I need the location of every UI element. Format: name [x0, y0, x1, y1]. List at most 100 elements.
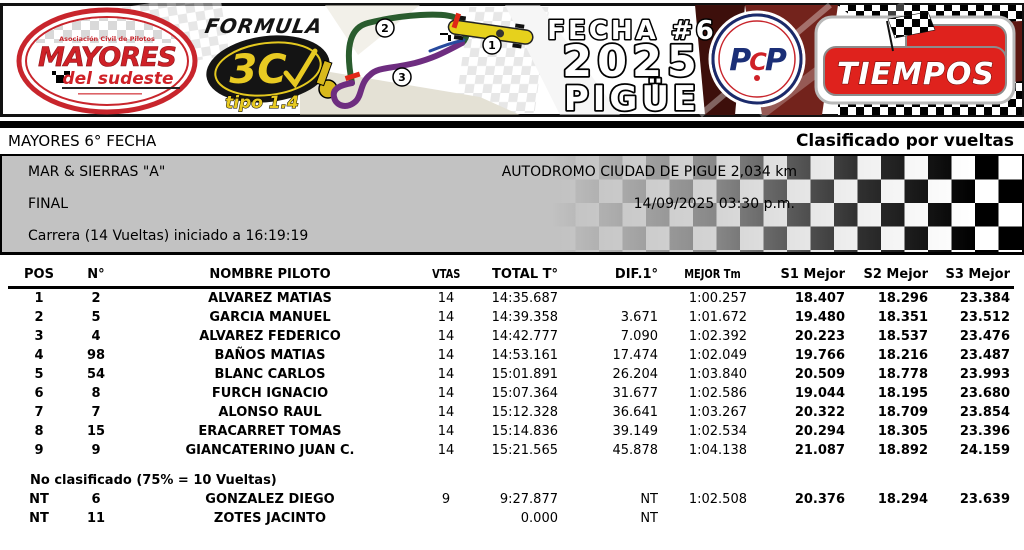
cell-total-time: 9:27.877 [499, 491, 558, 507]
cell-pos: NT [29, 510, 49, 526]
cell-gap: 45.878 [612, 442, 659, 458]
pcp-letter-c: C [749, 48, 767, 76]
cell-laps: 14 [437, 404, 455, 420]
cell-pos: 8 [34, 423, 44, 439]
sector-1-marker: 1 [488, 39, 496, 52]
table-row: 2 5 GARCIA MANUEL 14 14:39.358 3.671 1:01.672 1… [8, 308, 1014, 327]
cell-s1-best: 20.509 [794, 366, 845, 382]
cell-best-lap: 1:03.840 [688, 366, 747, 382]
cell-laps: 14 [437, 328, 455, 344]
cell-s3-best: 23.384 [959, 290, 1010, 306]
table-row: 1 2 ALVAREZ MATIAS 14 14:35.687 1:00.257 18.40… [8, 288, 1014, 309]
cell-laps: 14 [437, 442, 455, 458]
cell-gap [562, 288, 662, 309]
formula-title-text: FORMULA [203, 14, 325, 38]
cell-s1-best [751, 509, 849, 528]
cell-total-time: 14:53.161 [491, 347, 558, 363]
report-title-row: MAYORES 6° FECHA Clasificado por vueltas [0, 128, 1024, 154]
cell-laps: 9 [441, 491, 451, 507]
session-info-box: MAR & SIERRAS "A" AUTODROMO CIUDAD DE PI… [0, 154, 1024, 255]
cell-s2-best: 18.294 [877, 491, 928, 507]
cell-driver: ALONSO RAUL [218, 404, 322, 420]
table-row: 4 98 BAÑOS MATIAS 14 14:53.161 17.474 1:02.049… [8, 346, 1014, 365]
col-laps: VTAS [418, 264, 474, 289]
col-best-lap: MEJOR Tm [662, 264, 751, 289]
checkered-flag-icon [887, 11, 936, 39]
cell-driver: GIANCATERINO JUAN C. [185, 442, 355, 458]
cell-s3-best [932, 509, 1014, 528]
cell-s2-best: 18.709 [877, 404, 928, 420]
cell-best-lap: 1:02.508 [688, 491, 747, 507]
cell-best-lap: 1:00.257 [688, 290, 747, 306]
cell-pos: 9 [34, 442, 44, 458]
cell-s3-best: 23.487 [959, 347, 1010, 363]
cell-total-time: 15:14.836 [491, 423, 558, 439]
cell-total-time: 0.000 [520, 510, 558, 526]
divider-bar [0, 121, 1024, 128]
cell-number: 11 [86, 510, 106, 526]
cell-driver: BAÑOS MATIAS [214, 347, 326, 363]
cell-s3-best: 23.512 [959, 309, 1010, 325]
cell-driver: BLANC CARLOS [214, 366, 326, 382]
table-row: 5 54 BLANC CARLOS 14 15:01.891 26.204 1:03.840… [8, 365, 1014, 384]
cell-gap: 17.474 [612, 347, 659, 363]
circuit-name: AUTODROMO CIUDAD DE PIGUE 2,034 km [501, 164, 797, 180]
cell-s1-best: 20.294 [794, 423, 845, 439]
cell-best-lap: 1:01.672 [688, 309, 747, 325]
cell-s2-best: 18.305 [877, 423, 928, 439]
col-s1-best: S1 Mejor [751, 264, 849, 289]
cell-number: 9 [91, 442, 101, 458]
report-type-title: Clasificado por vueltas [795, 131, 1014, 151]
checkered-chip-icon [52, 71, 70, 83]
cell-total-time: 14:42.777 [491, 328, 558, 344]
cell-number: 7 [91, 404, 101, 420]
cell-s2-best: 18.351 [877, 309, 928, 325]
race-start-info: Carrera (14 Vueltas) iniciado a 16:19:19 [28, 228, 309, 244]
table-row: 6 8 FURCH IGNACIO 14 15:07.364 31.677 1:02.586… [8, 384, 1014, 403]
not-classified-label: No clasificado (75% = 10 Vueltas) [30, 473, 277, 488]
col-pos: POS [8, 264, 70, 289]
cell-number: 6 [91, 491, 101, 507]
cell-pos: 3 [34, 328, 44, 344]
cell-gap: 3.671 [620, 309, 658, 325]
cell-s3-best: 23.476 [959, 328, 1010, 344]
cell-s1-best: 19.044 [794, 385, 845, 401]
svg-text:PCP: PCP [729, 43, 787, 78]
mayores-association-text: Asociación Civil de Pilotos [59, 35, 155, 43]
category-title: MAYORES 6° FECHA [8, 132, 157, 150]
col-driver: NOMBRE PILOTO [122, 264, 418, 289]
cell-gap: 26.204 [612, 366, 659, 382]
cell-laps: 14 [437, 366, 455, 382]
cell-driver: GARCIA MANUEL [209, 309, 331, 325]
col-s3-best: S3 Mejor [932, 264, 1014, 289]
formula-model-text: 3C [229, 47, 286, 93]
checkmark-icon [283, 48, 318, 89]
cell-best-lap: 1:02.534 [688, 423, 747, 439]
cell-total-time: 14:35.687 [491, 290, 558, 306]
pcp-letter-p1: P [729, 43, 751, 78]
cell-number: 2 [91, 290, 101, 306]
col-gap: DIF.1° [562, 264, 662, 289]
cell-s1-best: 19.480 [794, 309, 845, 325]
cell-number: 5 [91, 309, 101, 325]
classified-rows: 1 2 ALVAREZ MATIAS 14 14:35.687 1:00.257 18.40… [8, 288, 1014, 461]
cell-s2-best [849, 509, 932, 528]
cell-best-lap: 1:02.392 [688, 328, 747, 344]
cell-number: 98 [86, 347, 106, 363]
tiempos-text: TIEMPOS [837, 57, 995, 92]
cell-gap: 36.641 [612, 404, 659, 420]
cell-s3-best: 24.159 [959, 442, 1010, 458]
cell-s2-best: 18.537 [877, 328, 928, 344]
table-row: NT 11 ZOTES JACINTO 0.000 NT [8, 509, 1014, 528]
cell-s3-best: 23.854 [959, 404, 1010, 420]
cell-best-lap: 1:04.138 [688, 442, 747, 458]
table-row: 7 7 ALONSO RAUL 14 15:12.328 36.641 1:03.267 20… [8, 403, 1014, 422]
cell-pos: 1 [34, 290, 44, 306]
not-classified-rows: NT 6 GONZALEZ DIEGO 9 9:27.877 NT 1:02.508 20.3… [8, 490, 1014, 528]
cell-s1-best: 19.766 [794, 347, 845, 363]
mayores-name-text: MAYORES [38, 42, 176, 73]
event-title: FECHA #6 2025 PIGÜE [546, 15, 715, 121]
cell-s1-best: 20.376 [794, 491, 845, 507]
cell-driver: ZOTES JACINTO [213, 510, 327, 526]
cell-s3-best: 23.680 [959, 385, 1010, 401]
